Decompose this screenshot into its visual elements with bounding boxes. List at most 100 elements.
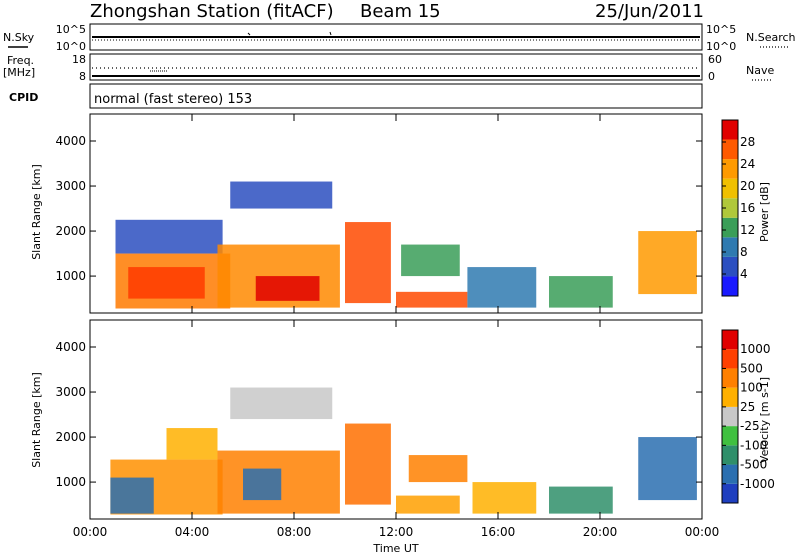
velocity-colorbar-tick-label: -1000 (740, 477, 775, 491)
freq-label-line2: [MHz] (3, 66, 35, 79)
power-colorbar-segment (722, 120, 738, 140)
station-title: Zhongshan Station (fitACF) (90, 1, 334, 22)
power-data-band (115, 219, 223, 254)
nave-tick-bottom: 0 (708, 70, 715, 83)
velocity-y-tick-label: 4000 (55, 340, 86, 354)
power-data-band (549, 276, 613, 308)
velocity-colorbar-label: Velocity [m s-1] (758, 377, 771, 463)
power-data-band (401, 244, 460, 277)
velocity-colorbar-segment (722, 406, 738, 427)
velocity-colorbar-segment (722, 387, 738, 407)
cpid-text: normal (fast stereo) 153 (94, 92, 252, 107)
velocity-colorbar-segment (722, 445, 738, 465)
power-colorbar-segment (722, 198, 738, 218)
velocity-y-tick-label: 3000 (55, 385, 86, 399)
power-colorbar-tick-label: 24 (740, 157, 755, 171)
velocity-colorbar-tick-label: 1000 (740, 342, 771, 356)
velocity-data-band (166, 428, 218, 460)
sky-left-tick-bottom: 10^0 (56, 40, 86, 53)
velocity-data-band (243, 468, 282, 501)
velocity-colorbar-segment (722, 330, 738, 350)
power-colorbar-segment (722, 217, 738, 238)
power-data-band (255, 276, 320, 301)
velocity-colorbar-tick-label: -25 (740, 419, 760, 433)
time-tick-label: 20:00 (583, 525, 618, 539)
sky-right-label: N.Search (746, 31, 796, 44)
power-data-band (396, 291, 468, 308)
velocity-colorbar-segment (722, 368, 738, 388)
power-colorbar-segment (722, 256, 738, 277)
velocity-colorbar-tick-label: -100 (740, 438, 767, 452)
time-tick-label: 00:00 (685, 525, 720, 539)
power-y-axis: 1000 2000 3000 4000 (55, 134, 702, 283)
sky-left-tick-top: 10^5 (56, 23, 86, 36)
velocity-data-band (638, 437, 697, 501)
time-tick-label: 04:00 (175, 525, 210, 539)
velocity-y-tick-label: 1000 (55, 475, 86, 489)
freq-tick-bottom: 8 (79, 70, 86, 83)
cpid-panel: CPID normal (fast stereo) 153 (9, 83, 703, 109)
power-colorbar-segment (722, 159, 738, 179)
power-colorbar-tick-label: 16 (740, 201, 755, 215)
velocity-panel: 1000 2000 3000 4000 Slant Range [km] 1000 50… (30, 114, 775, 555)
sky-right-tick-bottom: 10^0 (706, 40, 736, 53)
time-tick-label: 16:00 (481, 525, 516, 539)
power-colorbar-tick-label: 4 (740, 267, 748, 281)
velocity-data-band (472, 482, 537, 514)
velocity-data-band (230, 387, 333, 420)
sky-left-label: N.Sky (3, 31, 35, 44)
power-colorbar-tick-label: 8 (740, 245, 748, 259)
velocity-data-band (408, 455, 468, 483)
power-y-tick-label: 4000 (55, 134, 86, 148)
velocity-data-band (110, 477, 154, 514)
velocity-colorbar-tick-label: 500 (740, 361, 763, 375)
time-axis: 00:00 04:00 08:00 12:00 16:00 20:00 00:00 (73, 114, 720, 539)
beam-label: Beam 15 (360, 1, 441, 22)
power-data-area (115, 181, 697, 309)
nave-label: Nave (746, 64, 774, 77)
power-colorbar-segment (722, 139, 738, 160)
date-label: 25/Jun/2011 (595, 1, 704, 22)
power-colorbar: 28 24 20 16 12 8 4 (721, 119, 755, 297)
power-colorbar-tick-label: 20 (740, 179, 755, 193)
power-data-band (128, 267, 205, 299)
time-tick-label: 12:00 (379, 525, 414, 539)
time-axis-label: Time UT (372, 542, 418, 554)
velocity-data-area (110, 387, 697, 515)
cpid-label: CPID (9, 91, 38, 104)
nave-tick-top: 60 (708, 53, 722, 66)
power-colorbar-segment (722, 276, 738, 296)
freq-tick-top: 18 (72, 53, 86, 66)
time-tick-label: 08:00 (277, 525, 312, 539)
freq-panel: Freq. [MHz] 18 8 60 0 Nave (3, 53, 774, 83)
velocity-data-band (549, 486, 613, 514)
freq-label-line1: Freq. (7, 54, 34, 67)
velocity-y-tick-label: 2000 (55, 430, 86, 444)
velocity-colorbar-segment (722, 349, 738, 369)
velocity-y-axis: 1000 2000 3000 4000 (55, 340, 702, 489)
sky-panel: N.Sky 10^5 10^0 10^5 10^0 N.Search (3, 23, 796, 53)
power-colorbar-segment (722, 178, 738, 199)
velocity-data-band (396, 495, 460, 514)
power-colorbar-tick-label: 28 (740, 135, 755, 149)
velocity-ylabel: Slant Range [km] (30, 372, 43, 468)
power-y-tick-label: 3000 (55, 179, 86, 193)
velocity-colorbar-tick-label: -500 (740, 458, 767, 472)
velocity-colorbar-tick-label: 100 (740, 381, 763, 395)
velocity-colorbar-segment (722, 464, 738, 484)
velocity-colorbar-segment (722, 426, 738, 446)
velocity-data-band (345, 423, 391, 505)
power-data-band (467, 267, 537, 308)
velocity-colorbar: 1000 500 100 25 -25 -100 -500 -1000 (721, 329, 775, 504)
power-colorbar-segment (722, 237, 738, 257)
power-data-band (230, 181, 333, 209)
power-y-tick-label: 2000 (55, 224, 86, 238)
velocity-colorbar-tick-label: 25 (740, 400, 755, 414)
power-data-band (345, 222, 391, 304)
power-y-tick-label: 1000 (55, 269, 86, 283)
time-tick-label: 00:00 (73, 525, 108, 539)
power-data-band (638, 231, 697, 295)
power-colorbar-tick-label: 12 (740, 223, 755, 237)
velocity-colorbar-frame (721, 329, 739, 504)
